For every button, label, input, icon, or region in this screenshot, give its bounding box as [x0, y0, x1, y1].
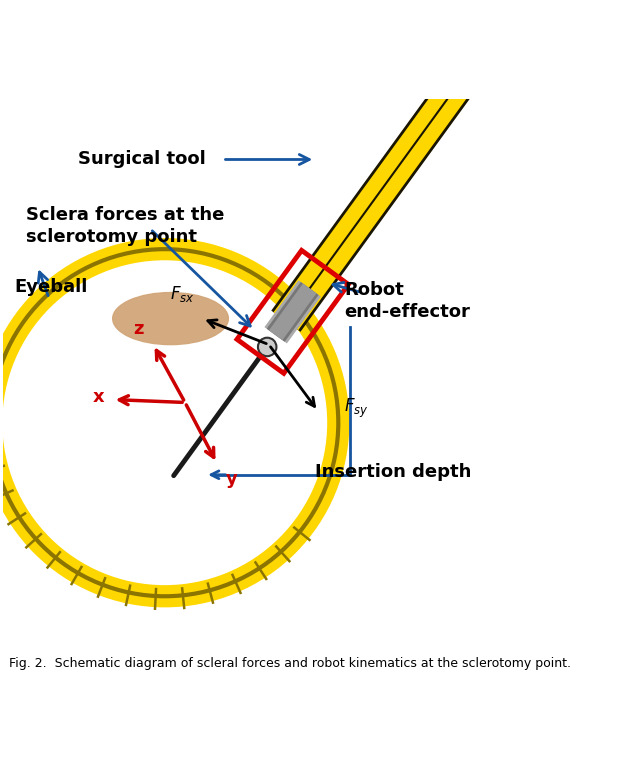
Text: $F_{sy}$: $F_{sy}$	[344, 397, 369, 420]
Text: z: z	[133, 320, 144, 338]
Text: x: x	[93, 388, 104, 406]
Circle shape	[0, 249, 338, 596]
Text: Eyeball: Eyeball	[14, 278, 88, 296]
Text: Insertion depth: Insertion depth	[315, 462, 471, 481]
Text: y: y	[225, 470, 237, 488]
Bar	[237, 251, 349, 373]
Text: $F_{sx}$: $F_{sx}$	[170, 284, 195, 304]
Ellipse shape	[113, 293, 228, 345]
Circle shape	[258, 338, 277, 356]
Text: Fig. 2.  Schematic diagram of scleral forces and robot kinematics at the sclerot: Fig. 2. Schematic diagram of scleral for…	[9, 657, 570, 670]
Text: Sclera forces at the
sclerotomy point: Sclera forces at the sclerotomy point	[26, 206, 224, 246]
Text: Robot
end-effector: Robot end-effector	[344, 281, 470, 321]
Text: Surgical tool: Surgical tool	[78, 151, 206, 168]
